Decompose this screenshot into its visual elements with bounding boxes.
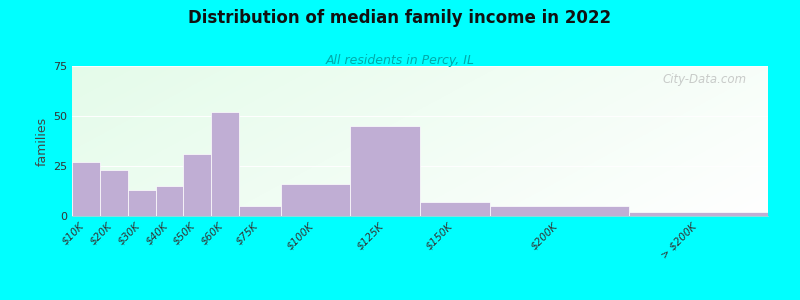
Text: City-Data.com: City-Data.com	[663, 74, 747, 86]
Bar	[420, 202, 490, 216]
Text: Distribution of median family income in 2022: Distribution of median family income in …	[189, 9, 611, 27]
Bar	[490, 206, 629, 216]
Bar	[100, 170, 128, 216]
Y-axis label: families: families	[36, 116, 49, 166]
Text: All residents in Percy, IL: All residents in Percy, IL	[326, 54, 474, 67]
Bar	[155, 186, 183, 216]
Bar	[72, 162, 100, 216]
Bar	[211, 112, 239, 216]
Bar	[350, 126, 420, 216]
Bar	[281, 184, 350, 216]
Bar	[629, 212, 768, 216]
Bar	[239, 206, 281, 216]
Bar	[183, 154, 211, 216]
Bar	[128, 190, 155, 216]
